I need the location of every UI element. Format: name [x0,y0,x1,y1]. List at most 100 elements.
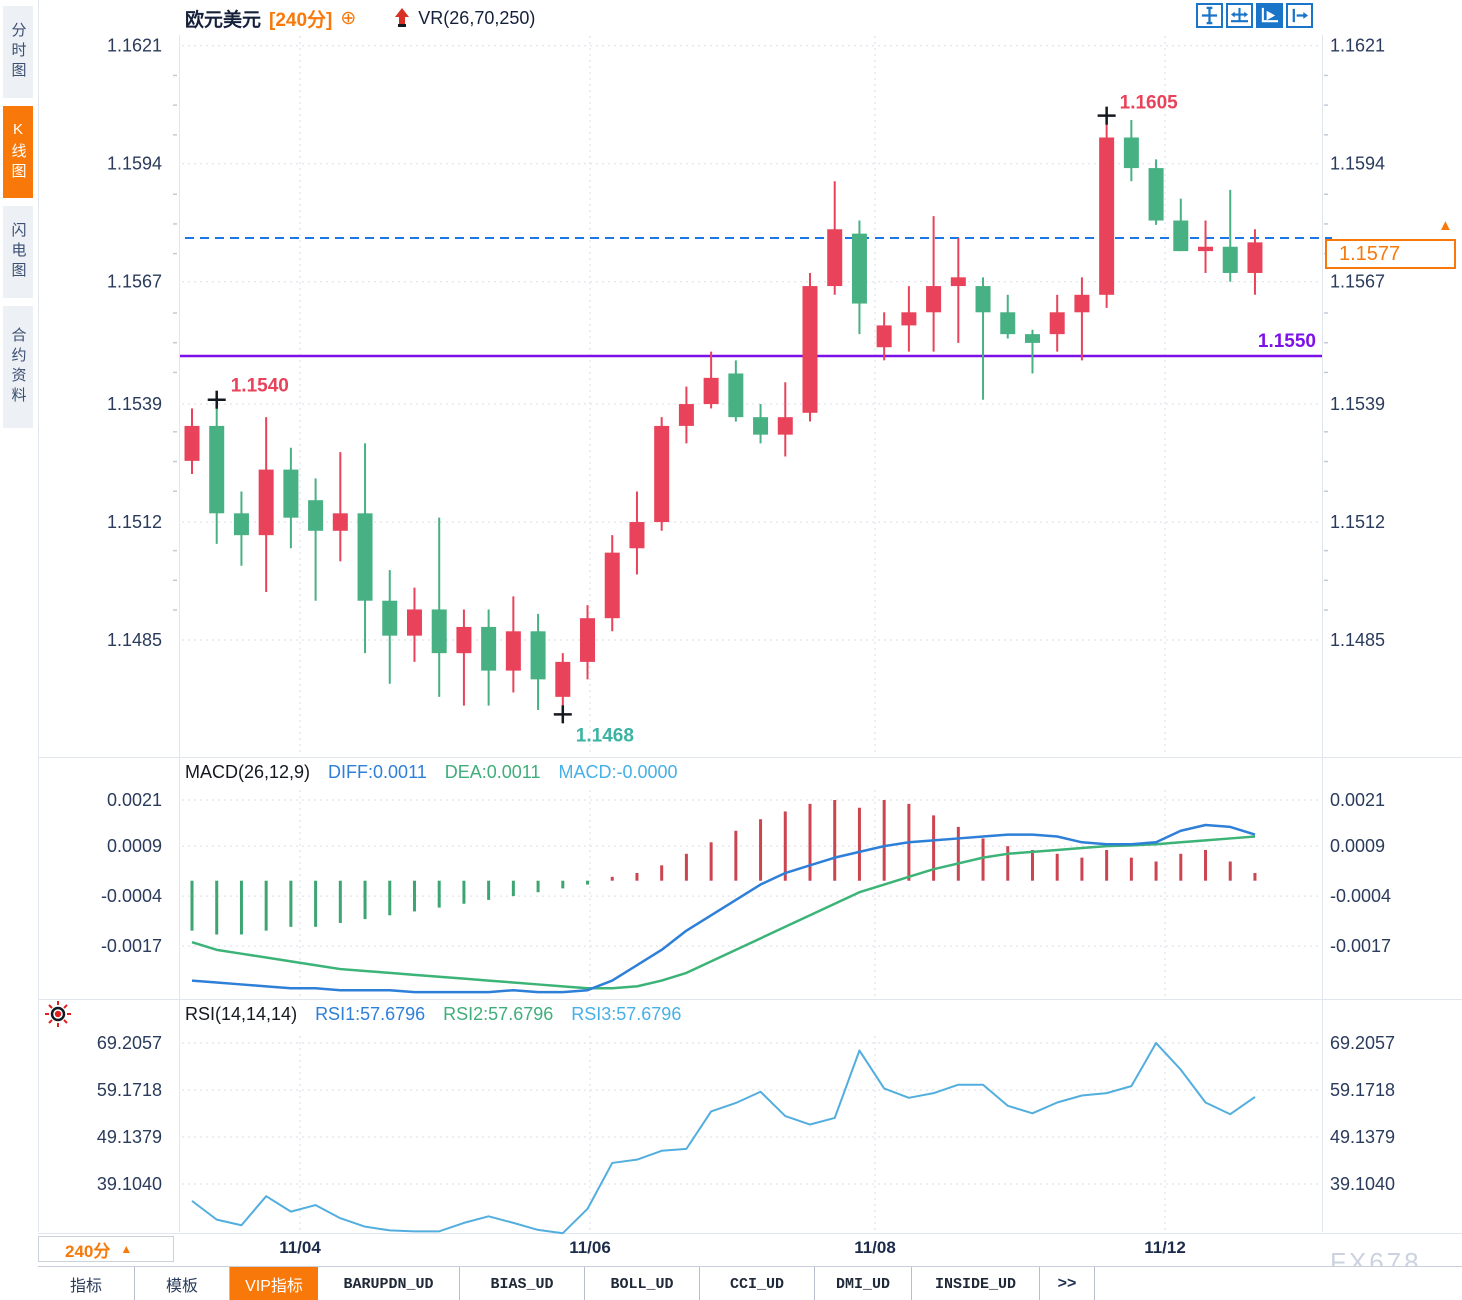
rsi-axis-label: 49.1379 [97,1127,162,1147]
candle-body [1049,312,1065,335]
rsi-line [191,1042,1256,1235]
candle-body [357,513,373,601]
candle-body [209,425,225,514]
candle-body [1173,220,1189,252]
macd-hist-value: MACD:-0.0000 [558,762,678,782]
crosshair-tool-icon[interactable] [1196,3,1223,28]
macd-dea-value: DEA:0.0011 [444,762,541,782]
candle-body [901,312,917,326]
price-axis-label: 1.1512 [1330,512,1385,532]
more-tabs-button[interactable]: >> [1040,1267,1095,1300]
date-axis: 11/04 11/06 11/08 11/12 [0,1236,1462,1264]
rsi-title: RSI(14,14,14) [185,1004,298,1024]
price-axis-label: 1.1567 [107,272,162,292]
hot-marker-icon [45,1001,71,1027]
period-selector-arrow-icon: ▲ [120,1242,133,1256]
price-axis-label: 1.1485 [107,630,162,650]
macd-dea-line [191,835,1256,990]
candle-body [1099,137,1115,295]
indicator-tab-BOLL_UD[interactable]: BOLL_UD [585,1267,700,1300]
indicator-tab-BIAS_UD[interactable]: BIAS_UD [460,1267,585,1300]
support-price-label: 1.1550 [1258,331,1316,352]
macd-axis-label: -0.0004 [1330,886,1391,906]
candle-body [827,229,843,287]
candle-body [950,277,966,287]
macd-axis-label: -0.0004 [101,886,162,906]
rsi-axis-label: 69.2057 [1330,1033,1395,1053]
sidebar-tab-2[interactable]: K线图 [3,106,33,198]
price-axis-label: 1.1594 [1330,154,1385,174]
move-right-tool-icon[interactable] [1286,3,1313,28]
candle-body [332,513,348,531]
rsi-axis-label: 59.1718 [1330,1080,1395,1100]
indicator-tab-DMI_UD[interactable]: DMI_UD [815,1267,912,1300]
period-tag: [240分] [269,9,333,31]
candle-body [1123,137,1139,169]
chart-toolbar [1196,3,1313,28]
price-axis-label: 1.1485 [1330,630,1385,650]
macd-diff-line [191,823,1256,994]
candle-body [1074,294,1090,313]
left-sidebar: 分时图 K线图闪电图合约资料 [0,0,39,1232]
axis-range-tool-icon[interactable] [1226,3,1253,28]
indicator-tab-模板[interactable]: 模板 [135,1267,230,1300]
symbol-title: 欧元美元 [185,9,262,31]
swing-high-label: 1.1540 [231,376,289,397]
sidebar-tab-4[interactable]: 合约资料 [3,306,33,428]
candle-body [308,500,324,531]
macd-axis-label: 0.0021 [107,790,162,810]
candle-body [1000,312,1016,335]
price-axis-label: 1.1512 [107,512,162,532]
candle-body [975,286,991,313]
macd-title: MACD(26,12,9) [185,762,311,782]
price-axis-label: 1.1567 [1330,272,1385,292]
macd-diff-value: DIFF:0.0011 [328,762,427,782]
candle-body [1222,246,1238,273]
candle-body [926,286,942,313]
candle-body [580,618,596,662]
indicator-tab-BARUPDN_UD[interactable]: BARUPDN_UD [318,1267,460,1300]
candle-body [703,377,719,405]
high-label: 1.1605 [1120,93,1179,114]
x-axis-date-label: 11/06 [569,1238,611,1257]
rsi-axis-label: 39.1040 [97,1174,162,1194]
candle-body [678,404,694,426]
indicator-tab-VIP指标[interactable]: VIP指标 [230,1267,318,1300]
candle-body [1247,242,1263,273]
macd-axis-label: -0.0017 [101,936,162,956]
trend-arrow-icon[interactable] [394,7,410,29]
candle-body [431,609,447,654]
candle-body [753,417,769,435]
rsi1-value: RSI1:57.6796 [315,1004,426,1024]
candle-body [382,600,398,636]
indicator-tab-指标[interactable]: 指标 [38,1267,135,1300]
add-indicator-icon[interactable]: ⊕ [340,7,357,29]
price-axis-label: 1.1621 [1330,36,1385,56]
candle-body [505,631,521,671]
price-axis-label: 1.1594 [107,154,162,174]
last-price-value: 1.1577 [1339,242,1401,265]
period-selector[interactable]: 240分 ▲ [38,1236,174,1262]
low-label: 1.1468 [576,725,634,746]
candle-body [258,469,274,536]
candle-body [481,626,497,671]
rsi2-value: RSI2:57.6796 [443,1004,554,1024]
price-axis-label: 1.1621 [107,36,162,56]
candle-body [530,631,546,680]
macd-axis-label: -0.0017 [1330,936,1391,956]
macd-axis-label: 0.0009 [1330,836,1385,856]
overlay-indicator-label: VR(26,70,250) [418,7,536,28]
indicator-tab-CCI_UD[interactable]: CCI_UD [700,1267,815,1300]
candle-body [851,233,867,304]
sidebar-tab-1[interactable]: 分时图 [3,6,33,98]
period-selector-label: 240分 [65,1241,111,1261]
candle-body [654,425,670,523]
rsi3-value: RSI3:57.6796 [571,1004,682,1024]
candle-body [456,626,472,654]
sidebar-tab-3[interactable]: 闪电图 [3,206,33,298]
indicator-tab-INSIDE_UD[interactable]: INSIDE_UD [912,1267,1040,1300]
candle-body [1024,334,1040,343]
auto-follow-tool-icon[interactable] [1256,3,1283,28]
candle-body [283,469,299,518]
